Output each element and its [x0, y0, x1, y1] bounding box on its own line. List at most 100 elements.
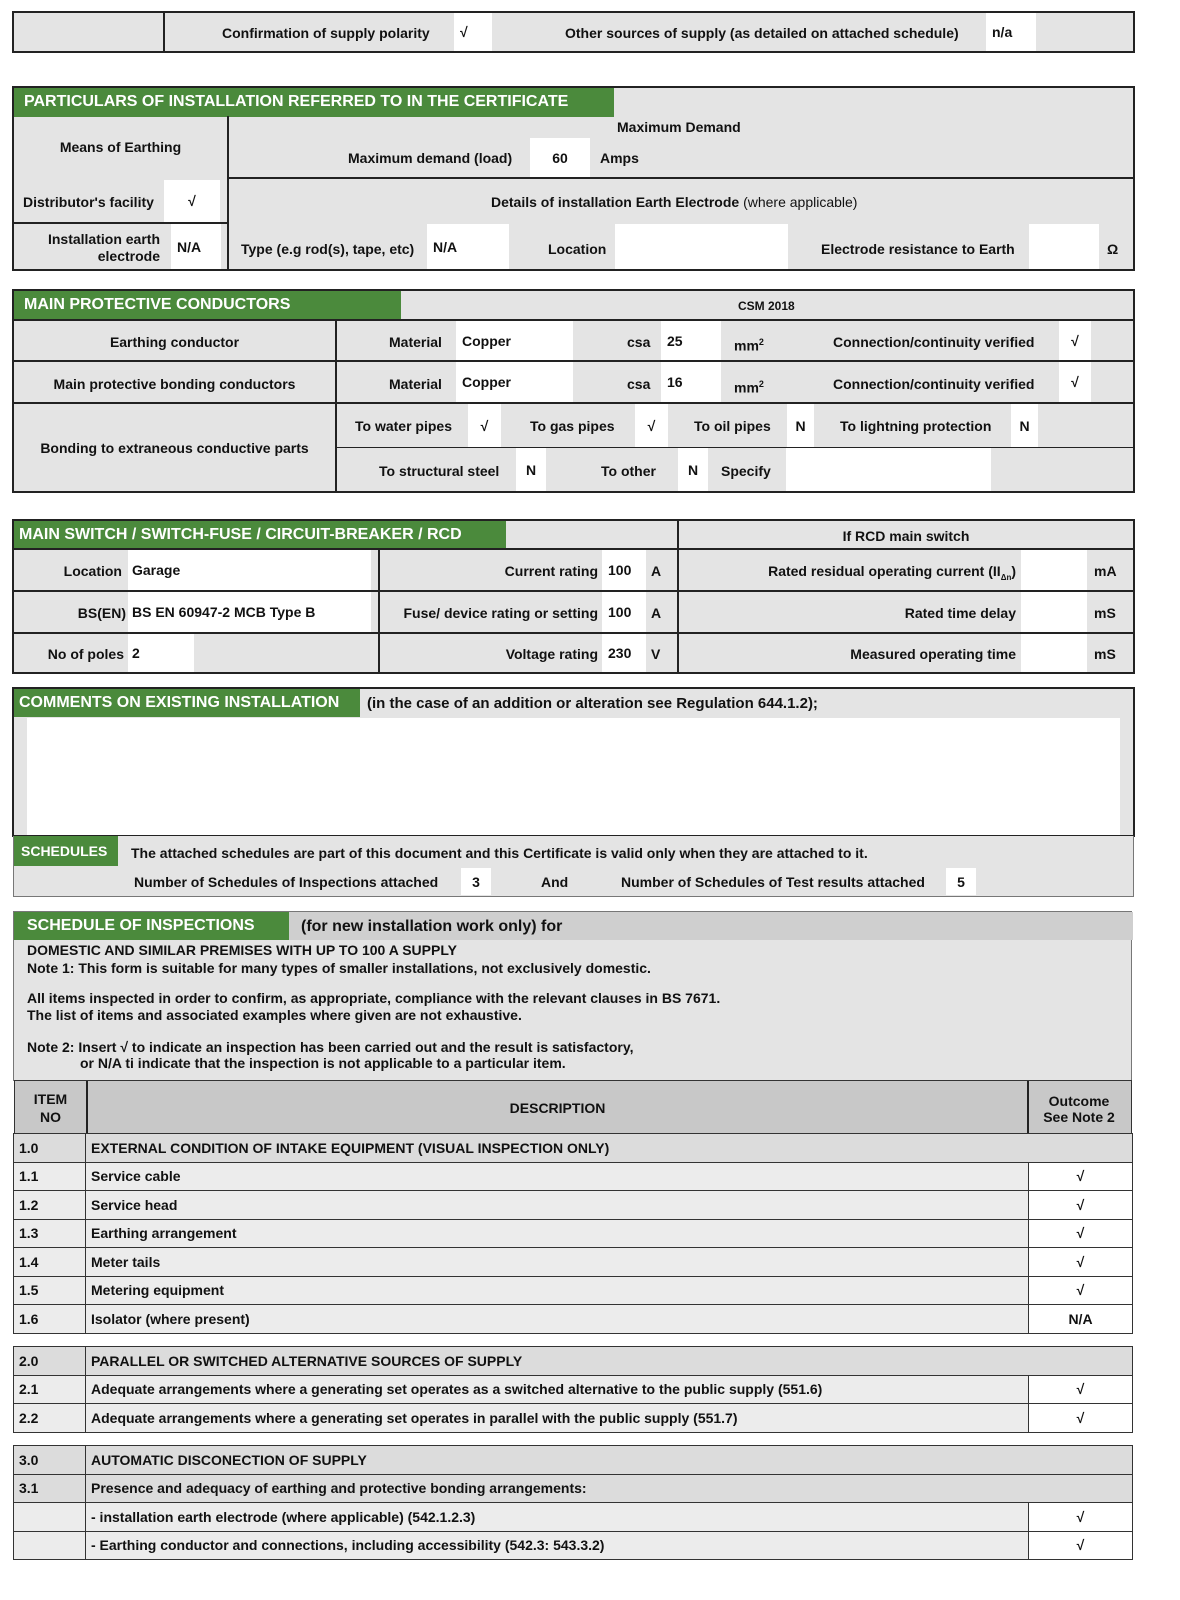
item-no: [13, 1502, 86, 1532]
outcome-field[interactable]: √: [1028, 1247, 1133, 1277]
item-description: Metering equipment: [85, 1275, 1029, 1305]
earthing-material-field[interactable]: Copper: [456, 321, 573, 360]
outcome-field[interactable]: √: [1028, 1403, 1133, 1433]
type-field[interactable]: N/A: [427, 224, 509, 269]
csa-label: csa: [627, 376, 651, 392]
oil-field[interactable]: N: [787, 404, 814, 447]
water-field[interactable]: √: [468, 404, 501, 447]
outcome-field[interactable]: √: [1028, 1530, 1133, 1560]
outcome-field[interactable]: √: [1028, 1161, 1133, 1191]
gas-field[interactable]: √: [635, 404, 668, 447]
electrode-label-2: electrode: [97, 248, 160, 264]
lightning-label: To lightning protection: [840, 418, 992, 434]
outcome-field[interactable]: √: [1028, 1275, 1133, 1305]
item-description: Adequate arrangements where a generating…: [85, 1374, 1029, 1404]
location-field[interactable]: Garage: [128, 550, 371, 590]
other-sources-field[interactable]: n/a: [986, 13, 1036, 51]
group-header-row: 2.0 PARALLEL OR SWITCHED ALTERNATIVE SOUR…: [13, 1346, 1133, 1376]
max-demand-field[interactable]: 60: [530, 138, 590, 177]
inspections-count-field[interactable]: 3: [461, 868, 491, 895]
tests-count-field[interactable]: 5: [946, 868, 976, 895]
inspections-subtitle: (for new installation work only) for: [301, 918, 563, 935]
item-no: 1.1: [13, 1161, 86, 1191]
other-label: To other: [601, 463, 656, 479]
fuse-unit: A: [651, 605, 662, 621]
measured-unit: mS: [1094, 646, 1116, 662]
fuse-field[interactable]: 100: [602, 592, 646, 632]
col-description: DESCRIPTION: [509, 1100, 606, 1116]
location-label: Location: [63, 563, 122, 579]
item-no: 1.2: [13, 1190, 86, 1220]
bs-label: BS(EN): [77, 605, 126, 621]
item-description: PARALLEL OR SWITCHED ALTERNATIVE SOURCES…: [85, 1346, 1133, 1376]
bonding-extraneous-label: Bonding to extraneous conductive parts: [40, 440, 309, 456]
item-description: Service cable: [85, 1161, 1029, 1191]
schedules-section: SCHEDULES The attached schedules are par…: [13, 836, 1134, 897]
delay-field[interactable]: [1021, 592, 1087, 632]
bonding-verified-field[interactable]: √: [1059, 362, 1091, 402]
comments-note: (in the case of an addition or alteratio…: [367, 695, 818, 712]
voltage-field[interactable]: 230: [602, 634, 646, 672]
item-no: 3.1: [13, 1473, 86, 1503]
other-field[interactable]: N: [678, 448, 708, 491]
schedules-title: SCHEDULES: [14, 836, 118, 866]
earthing-verified-field[interactable]: √: [1059, 321, 1091, 360]
group-header-row: 3.1 Presence and adequacy of earthing and…: [13, 1473, 1133, 1503]
schedules-text: The attached schedules are part of this …: [131, 845, 868, 861]
outcome-field[interactable]: √: [1028, 1502, 1133, 1532]
inspections-title: SCHEDULE OF INSPECTIONS: [14, 912, 289, 940]
and-label: And: [541, 874, 569, 890]
lightning-field[interactable]: N: [1011, 404, 1038, 447]
residual-close: ): [1011, 563, 1016, 579]
outcome-field[interactable]: √: [1028, 1374, 1133, 1404]
current-field[interactable]: 100: [602, 550, 646, 590]
bs-field[interactable]: BS EN 60947-2 MCB Type B: [128, 592, 371, 632]
material-label: Material: [389, 334, 442, 350]
steel-field[interactable]: N: [516, 448, 546, 491]
earthing-csa-field[interactable]: 25: [661, 321, 721, 360]
inspection-group-table: 2.0 PARALLEL OR SWITCHED ALTERNATIVE SOUR…: [13, 1346, 1133, 1433]
electrode-field[interactable]: N/A: [171, 224, 221, 269]
outcome-field[interactable]: √: [1028, 1218, 1133, 1248]
outcome-field[interactable]: √: [1028, 1190, 1133, 1220]
voltage-unit: V: [651, 646, 661, 662]
item-description: Service head: [85, 1190, 1029, 1220]
location-field[interactable]: [615, 224, 788, 269]
gas-label: To gas pipes: [530, 418, 615, 434]
measured-field[interactable]: [1021, 634, 1087, 672]
max-demand-label: Maximum demand (load): [348, 150, 513, 166]
item-no: 1.6: [13, 1304, 86, 1334]
table-row: 2.2 Adequate arrangements where a generat…: [13, 1403, 1133, 1433]
col-item-1: ITEM: [33, 1091, 68, 1107]
distributor-field[interactable]: √: [164, 180, 220, 222]
steel-label: To structural steel: [379, 463, 500, 479]
intro-line-1: DOMESTIC AND SIMILAR PREMISES WITH UP TO…: [27, 942, 457, 958]
item-description: Isolator (where present): [85, 1304, 1029, 1334]
item-no: 1.3: [13, 1218, 86, 1248]
col-outcome-1: Outcome: [1048, 1093, 1110, 1109]
particulars-section: PARTICULARS OF INSTALLATION REFERRED TO …: [12, 86, 1135, 271]
table-row: 1.2 Service head √: [13, 1190, 1133, 1220]
particulars-title: PARTICULARS OF INSTALLATION REFERRED TO …: [14, 88, 614, 116]
max-demand-unit: Amps: [600, 150, 639, 166]
delay-label: Rated time delay: [904, 605, 1016, 621]
specify-field[interactable]: [786, 448, 991, 491]
unit-text: mm: [734, 337, 759, 354]
residual-label: Rated residual operating current (IIΔn): [680, 562, 1016, 587]
item-no: 2.1: [13, 1374, 86, 1404]
poles-field[interactable]: 2: [128, 634, 194, 672]
voltage-label: Voltage rating: [505, 646, 598, 662]
details-title: Details of installation Earth Electrode …: [491, 193, 857, 211]
comments-field[interactable]: [27, 718, 1120, 835]
polarity-field[interactable]: √: [454, 13, 492, 51]
resistance-field[interactable]: [1029, 224, 1099, 269]
comments-title: COMMENTS ON EXISTING INSTALLATION: [14, 689, 360, 717]
conductors-title: MAIN PROTECTIVE CONDUCTORS: [14, 291, 401, 319]
intro-line-4: The list of items and associated example…: [27, 1007, 522, 1023]
bonding-material-field[interactable]: Copper: [456, 362, 573, 402]
outcome-field[interactable]: N/A: [1028, 1304, 1133, 1334]
residual-sub: Δn: [1000, 572, 1012, 582]
bonding-csa-field[interactable]: 16: [661, 362, 721, 402]
residual-field[interactable]: [1021, 550, 1087, 590]
item-no: 2.0: [13, 1346, 86, 1376]
